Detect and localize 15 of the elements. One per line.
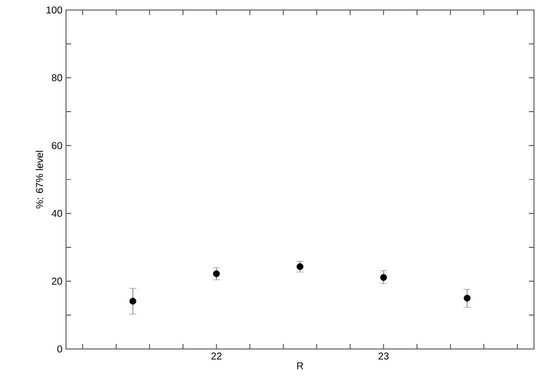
point (380, 274, 387, 281)
y-tick-label: 60 (52, 142, 62, 150)
y-tick-label: 80 (52, 74, 62, 82)
point (464, 294, 471, 302)
x-tick-label: 23 (378, 352, 389, 360)
x-axis-title: R (297, 362, 304, 370)
y-tick-label: 100 (46, 6, 62, 14)
point (296, 263, 304, 270)
y-axis-title: %: 67% level (36, 150, 44, 208)
point (129, 298, 136, 305)
y-tick-label: 0 (57, 345, 62, 353)
y-tick-label: 20 (52, 278, 62, 285)
x-tick-label: 22 (211, 352, 222, 360)
point (213, 270, 220, 278)
y-tick-label: 40 (52, 210, 62, 217)
